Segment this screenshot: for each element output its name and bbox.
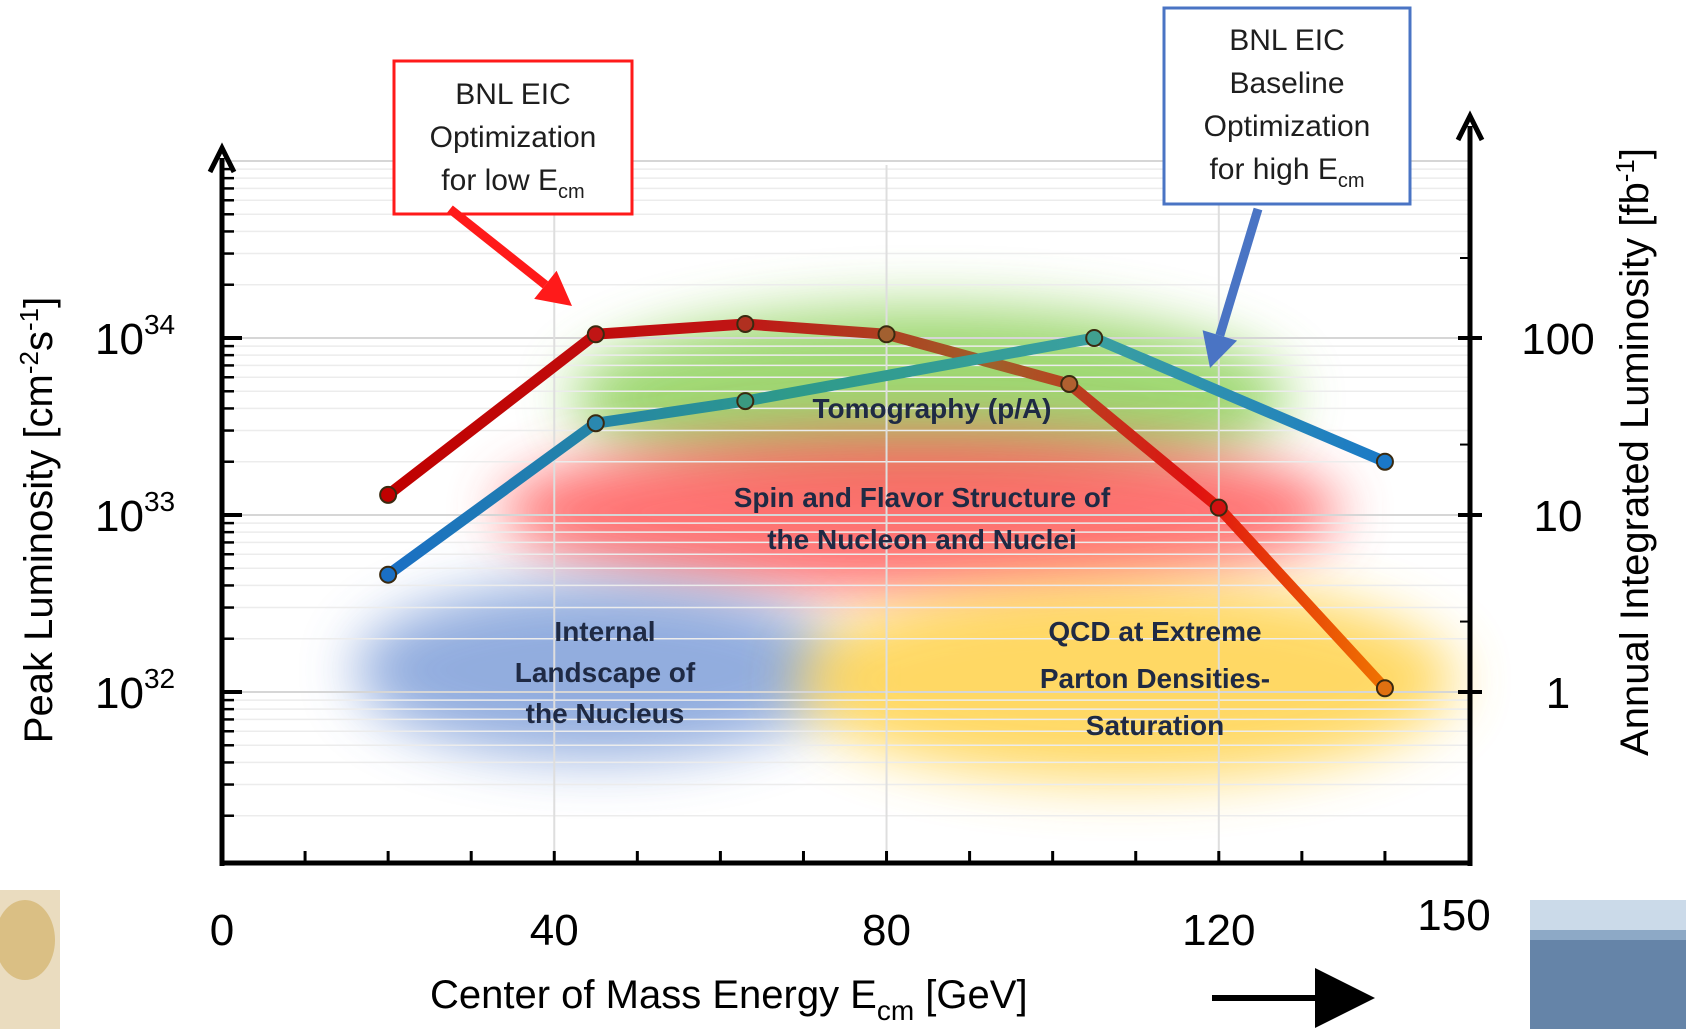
- y-axis-left-arrowhead: [207, 142, 237, 174]
- data-point: [586, 414, 605, 433]
- ticks: [222, 167, 1482, 863]
- x-tick-label: 40: [530, 906, 579, 955]
- data-point: [736, 392, 755, 411]
- data-point: [1209, 498, 1228, 517]
- y-right-tick-label: 10: [1534, 492, 1583, 541]
- y-right-tick-label: 100: [1521, 315, 1594, 364]
- callout-text-high-ecm: BNL EIC: [1229, 24, 1345, 57]
- callout-text-high-ecm: Optimization: [1204, 110, 1371, 143]
- data-point: [1085, 329, 1104, 347]
- decorative-corner-right: [1530, 900, 1686, 1029]
- x-tick-label: 80: [862, 906, 911, 955]
- region-label-internal-landscape: the Nucleus: [526, 698, 685, 729]
- x-tick-label: 120: [1182, 906, 1255, 955]
- y-left-tick-label: 1032: [95, 663, 175, 718]
- series: [379, 314, 1394, 698]
- region-label-internal-landscape: Landscape of: [515, 657, 696, 688]
- data-point: [1060, 374, 1079, 393]
- callout-arrow-low-ecm: [447, 205, 549, 289]
- callout-arrow-high-ecm: [1215, 207, 1263, 337]
- physics-regions: [355, 306, 1455, 780]
- grid: [222, 160, 1468, 860]
- tick-labels: 0 40 80 120 150 1032 1033 1034 1 10 100: [95, 309, 1595, 955]
- callout-arrowhead-high-ecm: [1202, 330, 1238, 368]
- data-point: [586, 325, 605, 344]
- data-point: [1375, 452, 1394, 471]
- region-label-qcd-saturation: QCD at Extreme: [1048, 616, 1261, 647]
- data-point: [379, 565, 398, 584]
- region-internal-landscape: [355, 582, 845, 758]
- region-label-qcd-saturation: Saturation: [1086, 710, 1224, 741]
- region-label-qcd-saturation: Parton Densities-: [1040, 663, 1270, 694]
- callout-text-low-ecm: for low Ecm: [441, 164, 584, 203]
- x-axis-title: Center of Mass Energy Ecm [GeV]: [430, 973, 1028, 1026]
- callout-box-low-ecm: [392, 59, 634, 216]
- callout-text-high-ecm: Baseline: [1229, 67, 1344, 100]
- region-label-spin-flavor: Spin and Flavor Structure of: [734, 482, 1111, 513]
- x-tick-label: 150: [1417, 891, 1490, 940]
- region-qcd-saturation: [795, 580, 1455, 780]
- y-left-tick-label: 1034: [95, 309, 175, 364]
- axes: [207, 110, 1485, 866]
- x-tick-label: 0: [210, 906, 234, 955]
- y-left-tick-label: 1033: [95, 486, 175, 541]
- y-axis-left-title: Peak Luminosity [cm-2s-1]: [14, 297, 61, 743]
- callout-text-low-ecm: Optimization: [430, 121, 597, 154]
- region-labels: Tomography (p/A) Spin and Flavor Structur…: [515, 393, 1270, 741]
- callout-text-low-ecm: BNL EIC: [455, 78, 571, 111]
- callout-arrowhead-low-ecm: [534, 270, 572, 306]
- y-right-tick-label: 1: [1546, 669, 1570, 718]
- region-spin-flavor: [500, 432, 1340, 592]
- callout-box-high-ecm: [1162, 6, 1412, 206]
- region-label-internal-landscape: Internal: [554, 616, 655, 647]
- data-point: [877, 325, 896, 344]
- decorative-corner-left: [0, 890, 60, 1029]
- y-axis-right-title: Annual Integrated Luminosity [fb-1]: [1610, 148, 1657, 756]
- data-point: [736, 314, 755, 333]
- region-label-spin-flavor: the Nucleon and Nuclei: [767, 524, 1077, 555]
- callout-text-high-ecm: for high Ecm: [1209, 153, 1364, 192]
- y-axis-right-arrowhead: [1455, 110, 1485, 142]
- data-point: [1375, 679, 1394, 698]
- callouts: BNL EIC Optimization for low Ecm BNL EIC Bas…: [392, 6, 1412, 368]
- data-point: [379, 485, 398, 504]
- region-label-tomography: Tomography (p/A): [812, 393, 1051, 424]
